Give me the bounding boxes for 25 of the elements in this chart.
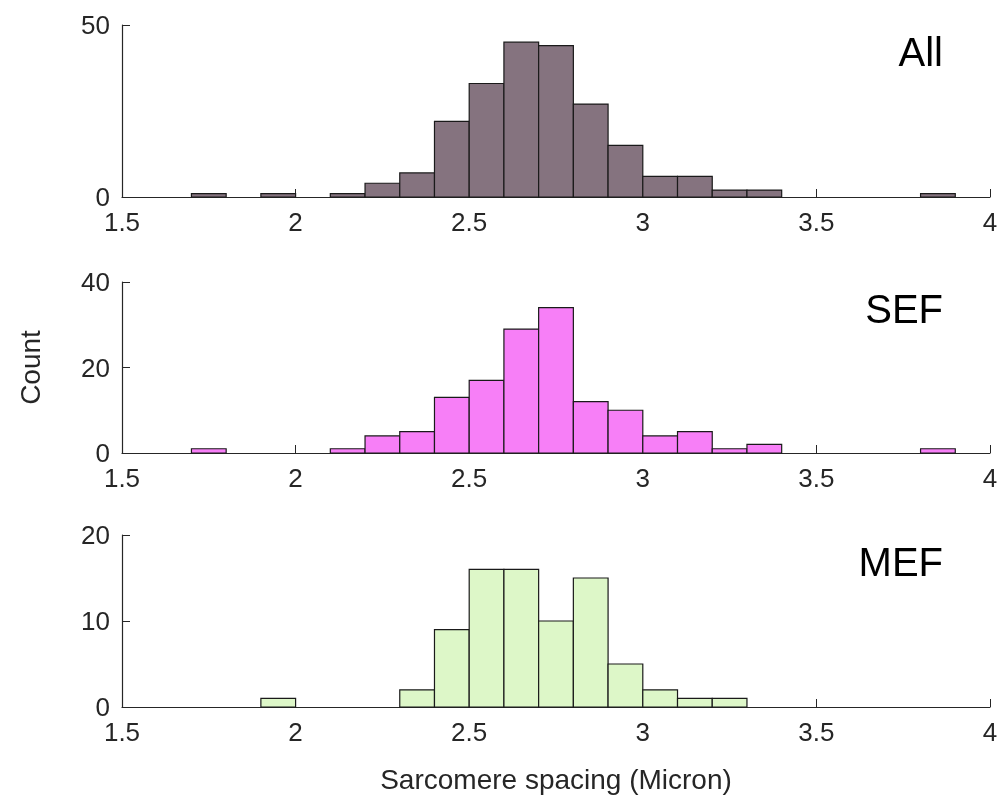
y-tick-label: 20	[81, 520, 110, 550]
x-tick-label: 2.5	[451, 463, 488, 493]
x-tick-label: 3	[635, 463, 651, 493]
x-tick-label: 3.5	[798, 463, 835, 493]
y-tick-label: 20	[81, 352, 110, 383]
x-tick-label: 2	[288, 463, 303, 493]
chart-title: All	[898, 30, 943, 74]
x-axis-title: Sarcomere spacing (Micron)	[380, 763, 732, 795]
x-tick-label: 3.5	[798, 717, 835, 747]
x-tick-label: 2	[288, 717, 303, 747]
x-tick-label: 2.5	[451, 717, 488, 747]
y-tick-label: 40	[81, 267, 110, 297]
x-tick-label: 4	[982, 717, 998, 747]
chart-title: SEF	[865, 287, 943, 331]
y-axis-title: Count	[14, 329, 46, 405]
x-tick-label: 3	[635, 207, 651, 237]
x-tick-label: 3	[635, 717, 651, 747]
y-tick-label: 50	[81, 10, 110, 40]
y-tick-label: 10	[81, 606, 110, 636]
x-tick-label: 4	[982, 207, 998, 237]
x-tick-label: 3.5	[798, 207, 835, 237]
chart-title: MEF	[858, 540, 943, 584]
x-tick-label: 4	[982, 463, 998, 493]
x-tick-label: 2.5	[451, 207, 488, 237]
x-tick-label: 2	[288, 207, 303, 237]
